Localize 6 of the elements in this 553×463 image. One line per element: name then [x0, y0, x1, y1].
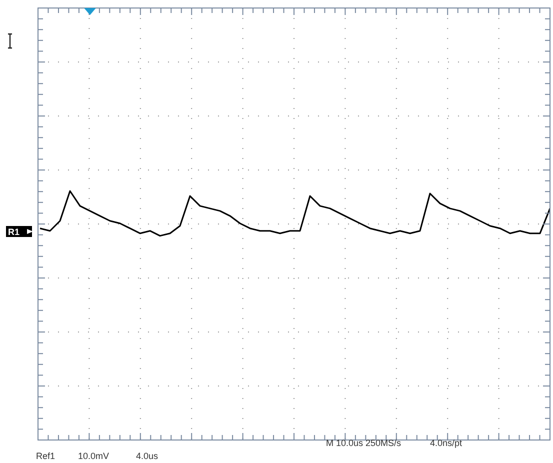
text: 4.0us — [136, 451, 159, 461]
text: Ref1 — [36, 451, 56, 461]
text: R1 — [8, 227, 20, 237]
text: 10.0mV — [78, 451, 110, 461]
annotation: 4.0ns/pt — [430, 438, 463, 448]
annotation: M 10.0us 250MS/s — [326, 438, 402, 448]
